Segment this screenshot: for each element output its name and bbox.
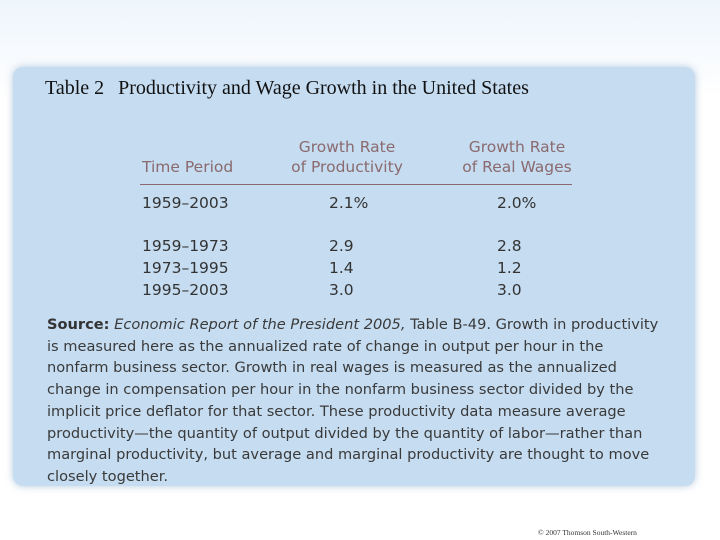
header-productivity-line1: Growth Rate [298,138,396,156]
row-productivity: 2.9 [329,237,354,255]
row-wages: 3.0 [497,281,522,299]
row-wages: 1.2 [497,259,522,277]
source-text: Table B-49. Growth in productivity is me… [47,316,659,485]
source-publication: Economic Report of the President 2005, [114,316,406,333]
table-panel [13,67,695,486]
row-productivity: 3.0 [329,281,354,299]
header-time-period: Time Period [142,158,234,176]
row-wages: 2.8 [497,237,522,255]
row-period: 1973–1995 [142,259,229,277]
source-note: Source: Economic Report of the President… [47,314,667,488]
row-period: 1995–2003 [142,281,229,299]
table-number: Table 2 [45,77,105,99]
header-wages-line1: Growth Rate [468,138,566,156]
table-title-text: Productivity and Wage Growth in the Unit… [118,77,529,99]
row-period: 1959–1973 [142,237,229,255]
header-wages-line2: of Real Wages [462,158,572,176]
header-productivity-line2: of Productivity [291,158,403,176]
header-rule [140,184,572,185]
row-productivity: 1.4 [329,259,354,277]
source-label: Source: [47,316,110,333]
table-title: Table 2 Productivity and Wage Growth in t… [45,77,529,100]
row-period: 1959–2003 [142,194,229,212]
row-productivity: 2.1% [329,194,369,212]
copyright-notice: © 2007 Thomson South-Western [538,528,637,537]
row-wages: 2.0% [497,194,537,212]
